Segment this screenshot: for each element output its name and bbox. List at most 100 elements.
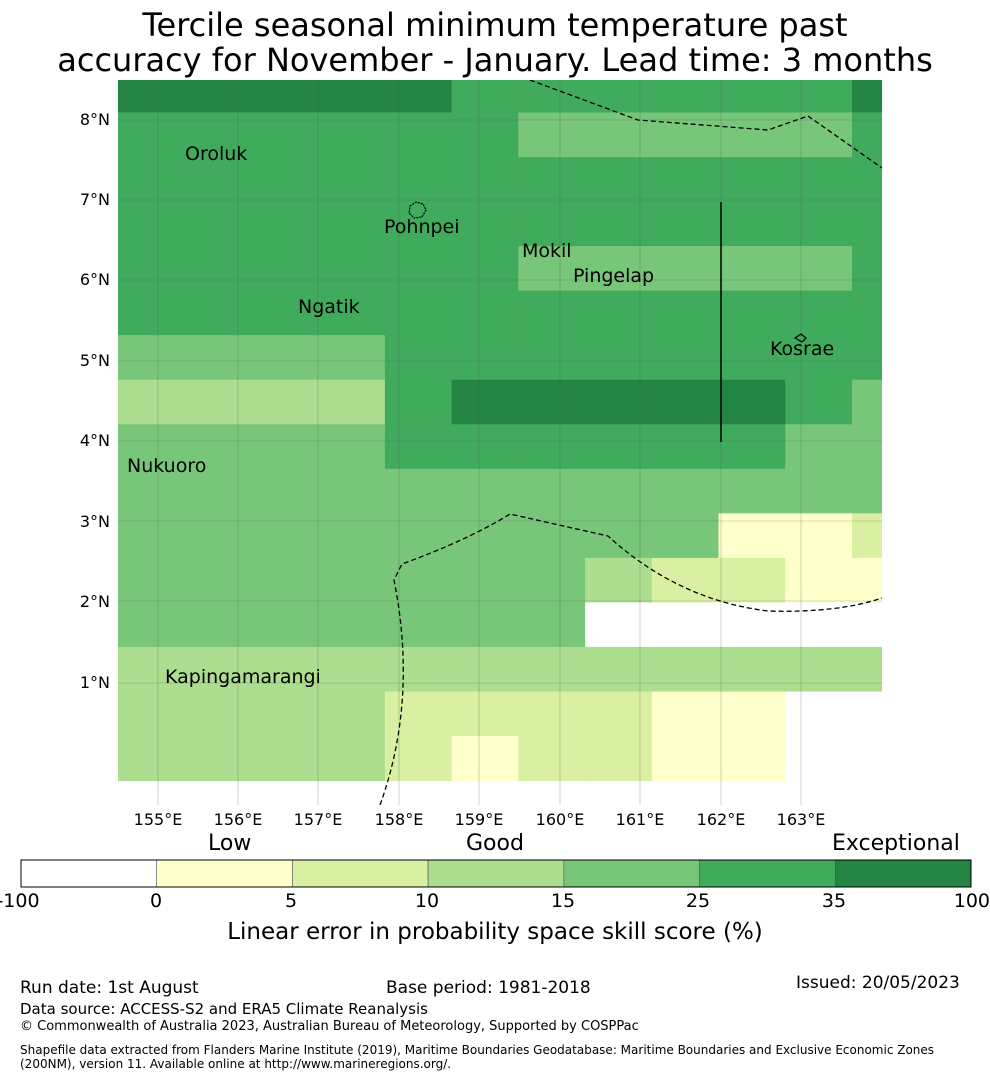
skill-cell (518, 112, 586, 158)
skill-cell (852, 335, 882, 381)
skill-cell (852, 468, 882, 514)
skill-cell (651, 246, 720, 292)
skill-cell (852, 379, 882, 425)
skill-cell (184, 602, 252, 648)
lat-label-7n: 7°N (79, 190, 110, 209)
colorbar-word-good: Good (466, 831, 524, 856)
colorbar-tick-5: 5 (284, 890, 298, 912)
skill-cell (651, 424, 720, 470)
lon-label-160e: 160°E (535, 810, 585, 829)
skill-cell (585, 646, 653, 692)
skill-cell (451, 290, 519, 336)
place-mokil: Mokil (522, 240, 572, 262)
place-kapingamarangi: Kapingamarangi (165, 666, 321, 688)
skill-cell (518, 736, 586, 782)
skill-cell (718, 557, 786, 603)
skill-cell (384, 557, 453, 603)
colorbar-tick-10: 10 (414, 890, 440, 912)
skill-cell (651, 646, 720, 692)
skill-cell (852, 602, 882, 648)
map-title: Tercile seasonal minimum temperature pas… (0, 7, 990, 80)
skill-cell (251, 424, 319, 470)
skill-cell (852, 201, 882, 247)
skill-cell (118, 246, 186, 292)
skill-cell (451, 646, 519, 692)
skill-cell (451, 513, 519, 559)
skill-cell (651, 691, 720, 737)
lon-label-157e: 157°E (293, 810, 343, 829)
skill-cell (384, 157, 453, 203)
skill-cell (518, 424, 586, 470)
skill-cell (718, 335, 786, 381)
skill-cell (852, 557, 882, 603)
place-kosrae: Kosrae (770, 338, 835, 360)
skill-cell (118, 557, 186, 603)
skill-cell (251, 691, 319, 737)
skill-cell (118, 691, 186, 737)
skill-cell (518, 80, 586, 114)
island-outlines (408, 201, 807, 343)
skill-cell (384, 246, 453, 292)
skill-cell (785, 736, 853, 782)
skill-cell (318, 80, 386, 114)
skill-cell (718, 736, 786, 782)
skill-cell (852, 157, 882, 203)
colorbar (20, 859, 972, 888)
eez-boundary-south (379, 513, 882, 805)
skill-cell (118, 80, 186, 114)
colorbar-word-low: Low (208, 831, 252, 856)
skill-cell (118, 468, 186, 514)
skill-cell (785, 335, 853, 381)
skill-cell (785, 424, 853, 470)
skill-cell (384, 80, 453, 114)
skill-cell (785, 557, 853, 603)
skill-cell (585, 201, 653, 247)
skill-cell (184, 80, 252, 114)
skill-cell (251, 335, 319, 381)
colorbar-tick-35: 35 (821, 890, 847, 912)
skill-cell (451, 468, 519, 514)
skill-cell (184, 513, 252, 559)
lat-label-1n: 1°N (79, 673, 110, 692)
skill-cell (852, 736, 882, 782)
skill-cell (384, 468, 453, 514)
colorbar-swatch (699, 859, 836, 888)
skill-cell (451, 335, 519, 381)
copyright: © Commonwealth of Australia 2023, Austra… (20, 1019, 639, 1034)
skill-cell (318, 557, 386, 603)
colorbar-tick-25: 25 (685, 890, 711, 912)
skill-cell (585, 557, 653, 603)
skill-cell (518, 379, 586, 425)
skill-cell (718, 80, 786, 114)
skill-cell (852, 80, 882, 114)
skill-cell (251, 557, 319, 603)
skill-cell (651, 736, 720, 782)
skill-cell (585, 157, 653, 203)
skill-cell (184, 646, 252, 692)
skill-cell (118, 335, 186, 381)
skill-cell (518, 691, 586, 737)
skill-cell (451, 201, 519, 247)
skill-cell (585, 468, 653, 514)
title-line-2: accuracy for November - January. Lead ti… (57, 41, 933, 80)
skill-cell (718, 290, 786, 336)
lon-label-162e: 162°E (696, 810, 746, 829)
skill-cell (518, 290, 586, 336)
shapefile-credit-2: (200NM), version 11. Available online at… (20, 1057, 452, 1071)
colorbar-swatch (427, 859, 565, 888)
lon-label-156e: 156°E (213, 810, 263, 829)
skill-cell (318, 646, 386, 692)
skill-cell (785, 691, 853, 737)
skill-cell (585, 691, 653, 737)
eez-boundaries (379, 80, 882, 805)
skill-cell (451, 246, 519, 292)
skill-cell (251, 246, 319, 292)
skill-cell (184, 736, 252, 782)
colorbar-border (20, 859, 972, 888)
skill-cell (585, 379, 653, 425)
skill-cell (585, 736, 653, 782)
skill-cell (184, 557, 252, 603)
skill-cell (585, 290, 653, 336)
skill-cell (451, 557, 519, 603)
skill-cell (384, 290, 453, 336)
